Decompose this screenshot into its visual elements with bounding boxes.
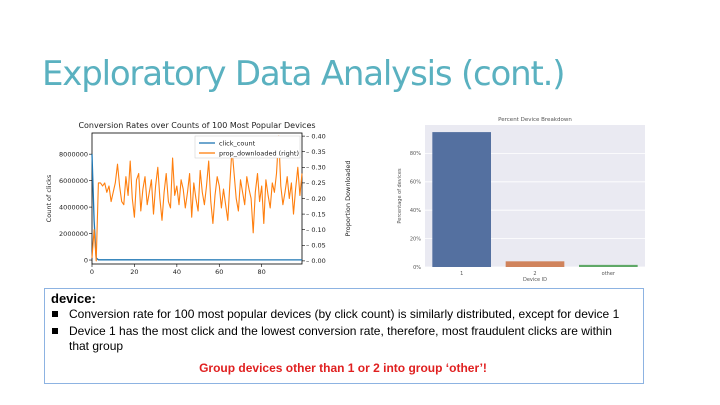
- y-axis-label: Count of clicks: [45, 174, 53, 222]
- bar-other: [579, 264, 638, 267]
- chart-legend: click_count prop_downloaded (right): [194, 135, 301, 159]
- x-tick-label: 2: [533, 271, 536, 277]
- bullet-text: Conversion rate for 100 most popular dev…: [69, 307, 620, 321]
- bullet-marker: [52, 311, 58, 317]
- chart-title: Percent Device Breakdown: [498, 117, 572, 123]
- y-tick-label: 80%: [410, 151, 421, 157]
- x-tick-label: 20: [130, 268, 138, 276]
- y2-tick-label: – 0.30: [306, 164, 326, 172]
- y-tick-label: 8000000: [59, 150, 88, 158]
- y2-tick-label: – 0.25: [306, 179, 326, 187]
- y-tick-label: 2000000: [59, 230, 88, 238]
- y-axis-label: Percentage of devices: [397, 168, 403, 224]
- y2-tick-label: – 0.00: [306, 257, 326, 265]
- notes-box: device: Conversion rate for 100 most pop…: [44, 288, 644, 384]
- y-tick-label: 60%: [410, 180, 421, 186]
- x-tick-label: 1: [460, 271, 463, 277]
- y-tick-label: 20%: [410, 236, 421, 242]
- y2-tick-label: – 0.35: [306, 148, 326, 156]
- y2-tick-label: – 0.20: [306, 195, 326, 203]
- device-breakdown-chart: Percent Device Breakdown 0% 20% 40% 60% 80% 1 2…: [397, 117, 645, 283]
- bullet-text: Device 1 has the most click and the lowe…: [69, 324, 612, 353]
- y2-tick-label: – 0.15: [306, 210, 326, 218]
- list-item: Device 1 has the most click and the lowe…: [51, 324, 635, 354]
- y2-tick-label: – 0.10: [306, 226, 326, 234]
- list-item: Conversion rate for 100 most popular dev…: [51, 307, 635, 322]
- x-tick-label: 0: [90, 268, 94, 276]
- x-tick-label: 60: [215, 268, 223, 276]
- chart-title: Conversion Rates over Counts of 100 Most…: [78, 121, 315, 130]
- legend-label: prop_downloaded (right): [219, 149, 299, 157]
- conversion-rate-chart: Conversion Rates over Counts of 100 Most…: [45, 121, 352, 276]
- x-tick-label: 40: [173, 268, 181, 276]
- y2-axis-label: Proportion Downloaded: [344, 160, 352, 236]
- y2-tick-label: – 0.05: [306, 242, 326, 250]
- y-tick-label: 0: [84, 256, 88, 264]
- x-tick-label: 80: [258, 268, 266, 276]
- y-tick-label: 40%: [410, 208, 421, 214]
- notes-heading: device:: [51, 291, 96, 306]
- y-tick-label: 4000000: [59, 203, 88, 211]
- x-axis-label: Device ID: [523, 277, 547, 283]
- x-tick-label: other: [602, 271, 616, 277]
- callout-text: Group devices other than 1 or 2 into gro…: [199, 361, 487, 375]
- y-tick-label: 6000000: [59, 177, 88, 185]
- bar-2: [505, 261, 565, 267]
- slide-title: Exploratory Data Analysis (cont.): [42, 54, 565, 94]
- series-line-prop-downloaded: [91, 135, 303, 262]
- y-tick-label: 0%: [413, 265, 421, 271]
- notes-list: Conversion rate for 100 most popular dev…: [51, 307, 635, 354]
- y2-tick-label: – 0.40: [306, 132, 326, 140]
- bullet-marker: [52, 328, 58, 334]
- legend-box: [194, 135, 301, 159]
- bar-1: [432, 132, 491, 267]
- legend-label: click_count: [219, 139, 256, 147]
